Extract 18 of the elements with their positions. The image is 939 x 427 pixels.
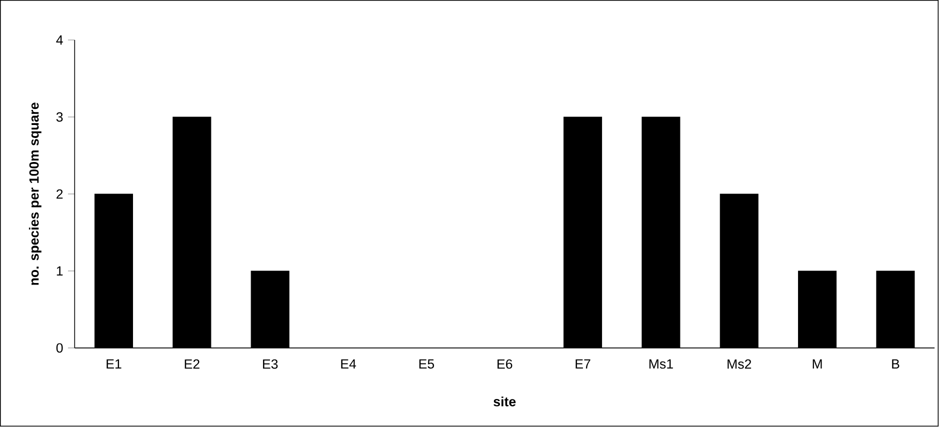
x-tick-label: E4 — [341, 360, 356, 369]
x-tick-label: E7 — [576, 360, 590, 369]
x-tick-label: Ms2 — [728, 360, 752, 369]
y-tick-label: 2 — [56, 190, 63, 199]
y-tick-label: 3 — [56, 112, 63, 122]
y-tick-label: 1 — [56, 266, 63, 276]
x-tick-label: E1 — [106, 360, 122, 369]
x-tick-label: E3 — [263, 360, 278, 369]
x-tick-label: E6 — [498, 360, 512, 369]
y-axis-title: no. species per 100m square — [28, 102, 42, 286]
x-tick-label: E2 — [184, 360, 200, 369]
x-tick-label: Ms1 — [649, 360, 673, 369]
x-axis-title: site — [494, 396, 516, 407]
x-tick-label: E5 — [419, 360, 434, 369]
x-tick-label: M — [812, 360, 822, 369]
x-tick-label: B — [892, 360, 900, 369]
y-tick-label: 4 — [56, 36, 63, 45]
y-tick-label: 0 — [56, 343, 63, 353]
